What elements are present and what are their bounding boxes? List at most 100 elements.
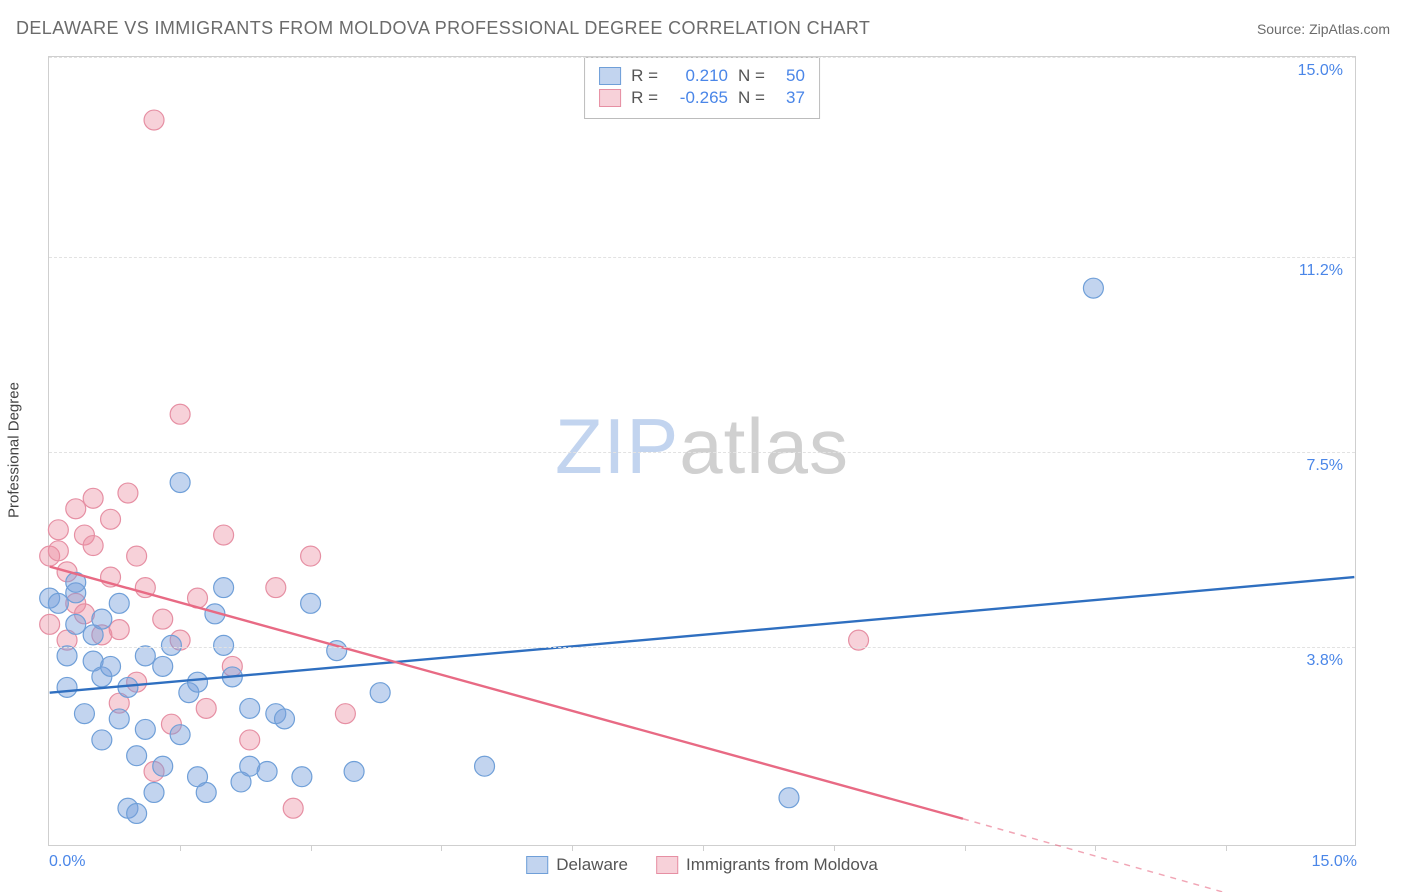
scatter-point-moldova: [101, 509, 121, 529]
trendline-moldova-extrapolated: [963, 819, 1224, 892]
r-value-delaware: 0.210: [668, 66, 728, 86]
stats-row-delaware: R = 0.210 N = 50: [599, 66, 805, 86]
r-label: R =: [631, 88, 658, 108]
y-tick-label: 7.5%: [1307, 457, 1343, 475]
scatter-point-moldova: [283, 798, 303, 818]
scatter-point-delaware: [135, 646, 155, 666]
y-tick-label: 11.2%: [1299, 262, 1343, 280]
scatter-point-delaware: [161, 635, 181, 655]
y-tick-label: 3.8%: [1307, 652, 1343, 670]
correlation-stats-box: R = 0.210 N = 50 R = -0.265 N = 37: [584, 57, 820, 119]
x-tick: [311, 845, 312, 851]
scatter-point-delaware: [48, 593, 68, 613]
x-tick: [1095, 845, 1096, 851]
x-tick: [834, 845, 835, 851]
scatter-point-delaware: [370, 683, 390, 703]
gridline: [49, 452, 1355, 453]
swatch-delaware: [526, 856, 548, 874]
n-label: N =: [738, 88, 765, 108]
y-tick-label: 15.0%: [1298, 62, 1343, 80]
swatch-moldova: [656, 856, 678, 874]
chart-legend: Delaware Immigrants from Moldova: [526, 855, 878, 875]
legend-label-delaware: Delaware: [556, 855, 628, 875]
scatter-point-delaware: [257, 761, 277, 781]
y-axis-label: Professional Degree: [6, 382, 23, 518]
scatter-point-delaware: [74, 704, 94, 724]
gridline: [49, 57, 1355, 58]
scatter-point-delaware: [153, 656, 173, 676]
scatter-point-delaware: [170, 473, 190, 493]
scatter-point-moldova: [83, 536, 103, 556]
gridline: [49, 257, 1355, 258]
scatter-point-delaware: [214, 635, 234, 655]
x-tick: [703, 845, 704, 851]
scatter-point-moldova: [48, 541, 68, 561]
scatter-point-delaware: [188, 672, 208, 692]
scatter-point-delaware: [170, 725, 190, 745]
x-tick: [180, 845, 181, 851]
n-value-delaware: 50: [775, 66, 805, 86]
n-value-moldova: 37: [775, 88, 805, 108]
scatter-point-moldova: [127, 546, 147, 566]
scatter-point-moldova: [153, 609, 173, 629]
x-tick: [572, 845, 573, 851]
scatter-point-delaware: [153, 756, 173, 776]
scatter-point-delaware: [1083, 278, 1103, 298]
x-tick: [1226, 845, 1227, 851]
scatter-point-delaware: [66, 614, 86, 634]
scatter-point-moldova: [196, 698, 216, 718]
legend-item-moldova: Immigrants from Moldova: [656, 855, 878, 875]
scatter-point-moldova: [40, 614, 60, 634]
scatter-point-delaware: [135, 719, 155, 739]
x-tick-label: 0.0%: [49, 853, 85, 871]
scatter-point-delaware: [109, 593, 129, 613]
scatter-point-delaware: [127, 804, 147, 824]
scatter-point-moldova: [214, 525, 234, 545]
r-label: R =: [631, 66, 658, 86]
r-value-moldova: -0.265: [668, 88, 728, 108]
swatch-delaware: [599, 67, 621, 85]
n-label: N =: [738, 66, 765, 86]
scatter-chart: ZIPatlas R = 0.210 N = 50 R = -0.265 N =…: [48, 56, 1356, 846]
legend-item-delaware: Delaware: [526, 855, 628, 875]
scatter-point-moldova: [335, 704, 355, 724]
scatter-point-delaware: [301, 593, 321, 613]
scatter-point-delaware: [109, 709, 129, 729]
gridline: [49, 647, 1355, 648]
scatter-point-moldova: [66, 499, 86, 519]
chart-svg: [49, 57, 1355, 845]
chart-source: Source: ZipAtlas.com: [1257, 21, 1390, 37]
legend-label-moldova: Immigrants from Moldova: [686, 855, 878, 875]
scatter-point-delaware: [57, 677, 77, 697]
scatter-point-moldova: [48, 520, 68, 540]
scatter-point-delaware: [92, 609, 112, 629]
scatter-point-delaware: [101, 656, 121, 676]
scatter-point-delaware: [144, 782, 164, 802]
source-link[interactable]: ZipAtlas.com: [1309, 21, 1390, 37]
trendline-delaware: [50, 577, 1355, 693]
scatter-point-moldova: [109, 620, 129, 640]
scatter-point-moldova: [118, 483, 138, 503]
scatter-point-delaware: [292, 767, 312, 787]
swatch-moldova: [599, 89, 621, 107]
scatter-point-moldova: [83, 488, 103, 508]
scatter-point-moldova: [240, 730, 260, 750]
scatter-point-moldova: [144, 110, 164, 130]
scatter-point-delaware: [57, 646, 77, 666]
scatter-point-moldova: [301, 546, 321, 566]
scatter-point-delaware: [196, 782, 216, 802]
chart-title: DELAWARE VS IMMIGRANTS FROM MOLDOVA PROF…: [16, 18, 870, 39]
x-tick-label: 15.0%: [1312, 853, 1357, 871]
scatter-point-delaware: [92, 730, 112, 750]
scatter-point-delaware: [779, 788, 799, 808]
scatter-point-delaware: [475, 756, 495, 776]
scatter-point-delaware: [127, 746, 147, 766]
scatter-point-delaware: [240, 698, 260, 718]
x-tick: [965, 845, 966, 851]
x-tick: [441, 845, 442, 851]
scatter-point-moldova: [266, 578, 286, 598]
scatter-point-delaware: [275, 709, 295, 729]
stats-row-moldova: R = -0.265 N = 37: [599, 88, 805, 108]
scatter-point-delaware: [344, 761, 364, 781]
source-prefix: Source:: [1257, 21, 1309, 37]
